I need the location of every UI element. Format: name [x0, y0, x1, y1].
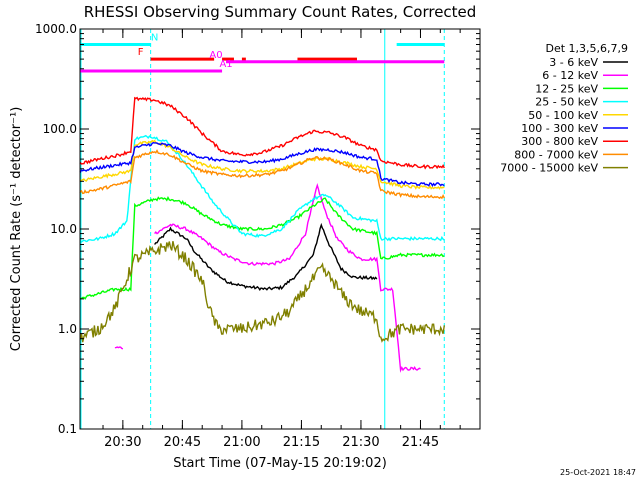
- legend-label: 6 - 12 keV: [542, 69, 598, 82]
- legend-label: 12 - 25 keV: [535, 82, 598, 95]
- chart-title: RHESSI Observing Summary Count Rates, Co…: [84, 3, 477, 21]
- y-tick-label: 1000.0: [35, 22, 77, 36]
- series-line: [79, 241, 445, 343]
- legend-label: 3 - 6 keV: [549, 56, 598, 69]
- y-tick-label: 1.0: [58, 322, 77, 336]
- legend-title: Det 1,3,5,6,7,9: [545, 42, 628, 55]
- flag-label: A1: [219, 59, 232, 70]
- y-tick-label: 100.0: [43, 122, 77, 136]
- legend-label: 300 - 800 keV: [521, 135, 598, 148]
- series-line: [79, 149, 445, 200]
- y-tick-label: 10.0: [50, 222, 77, 236]
- y-tick-label: 0.1: [58, 422, 77, 436]
- flag-label: N: [151, 32, 158, 43]
- series-line: [79, 196, 445, 300]
- legend-label: 7000 - 15000 keV: [500, 162, 598, 175]
- series-line: [154, 222, 378, 292]
- series-line: [79, 134, 445, 243]
- series-line: [79, 96, 445, 170]
- x-tick-label: 21:00: [223, 435, 260, 450]
- legend-label: 50 - 100 keV: [528, 109, 598, 122]
- series-line: [79, 139, 445, 190]
- legend-label: 25 - 50 keV: [535, 96, 598, 109]
- y-axis-label: Corrected Count Rate (s⁻¹ detector⁻¹): [9, 107, 24, 352]
- legend-label: 800 - 7000 keV: [514, 148, 598, 161]
- x-axis: 20:30 20:45 21:00 21:15 21:30 21:45: [102, 29, 481, 450]
- x-tick-label: 20:45: [164, 435, 201, 450]
- series-line: [114, 183, 421, 373]
- flag-label: F: [138, 47, 144, 58]
- series-line: [79, 141, 445, 187]
- plot-timestamp: 25-Oct-2021 18:47: [560, 468, 636, 477]
- flag-label: A0: [209, 50, 222, 61]
- legend-label: 100 - 300 keV: [521, 122, 598, 135]
- x-tick-label: 21:45: [402, 435, 439, 450]
- series-lines: [79, 96, 445, 373]
- x-axis-label: Start Time (07-May-15 20:19:02): [173, 456, 387, 471]
- x-tick-label: 21:30: [342, 435, 379, 450]
- x-tick-label: 20:30: [104, 435, 141, 450]
- y-axis: 0.1 1.0 10.0 100.0 1000.0: [35, 22, 480, 436]
- x-tick-label: 21:15: [283, 435, 320, 450]
